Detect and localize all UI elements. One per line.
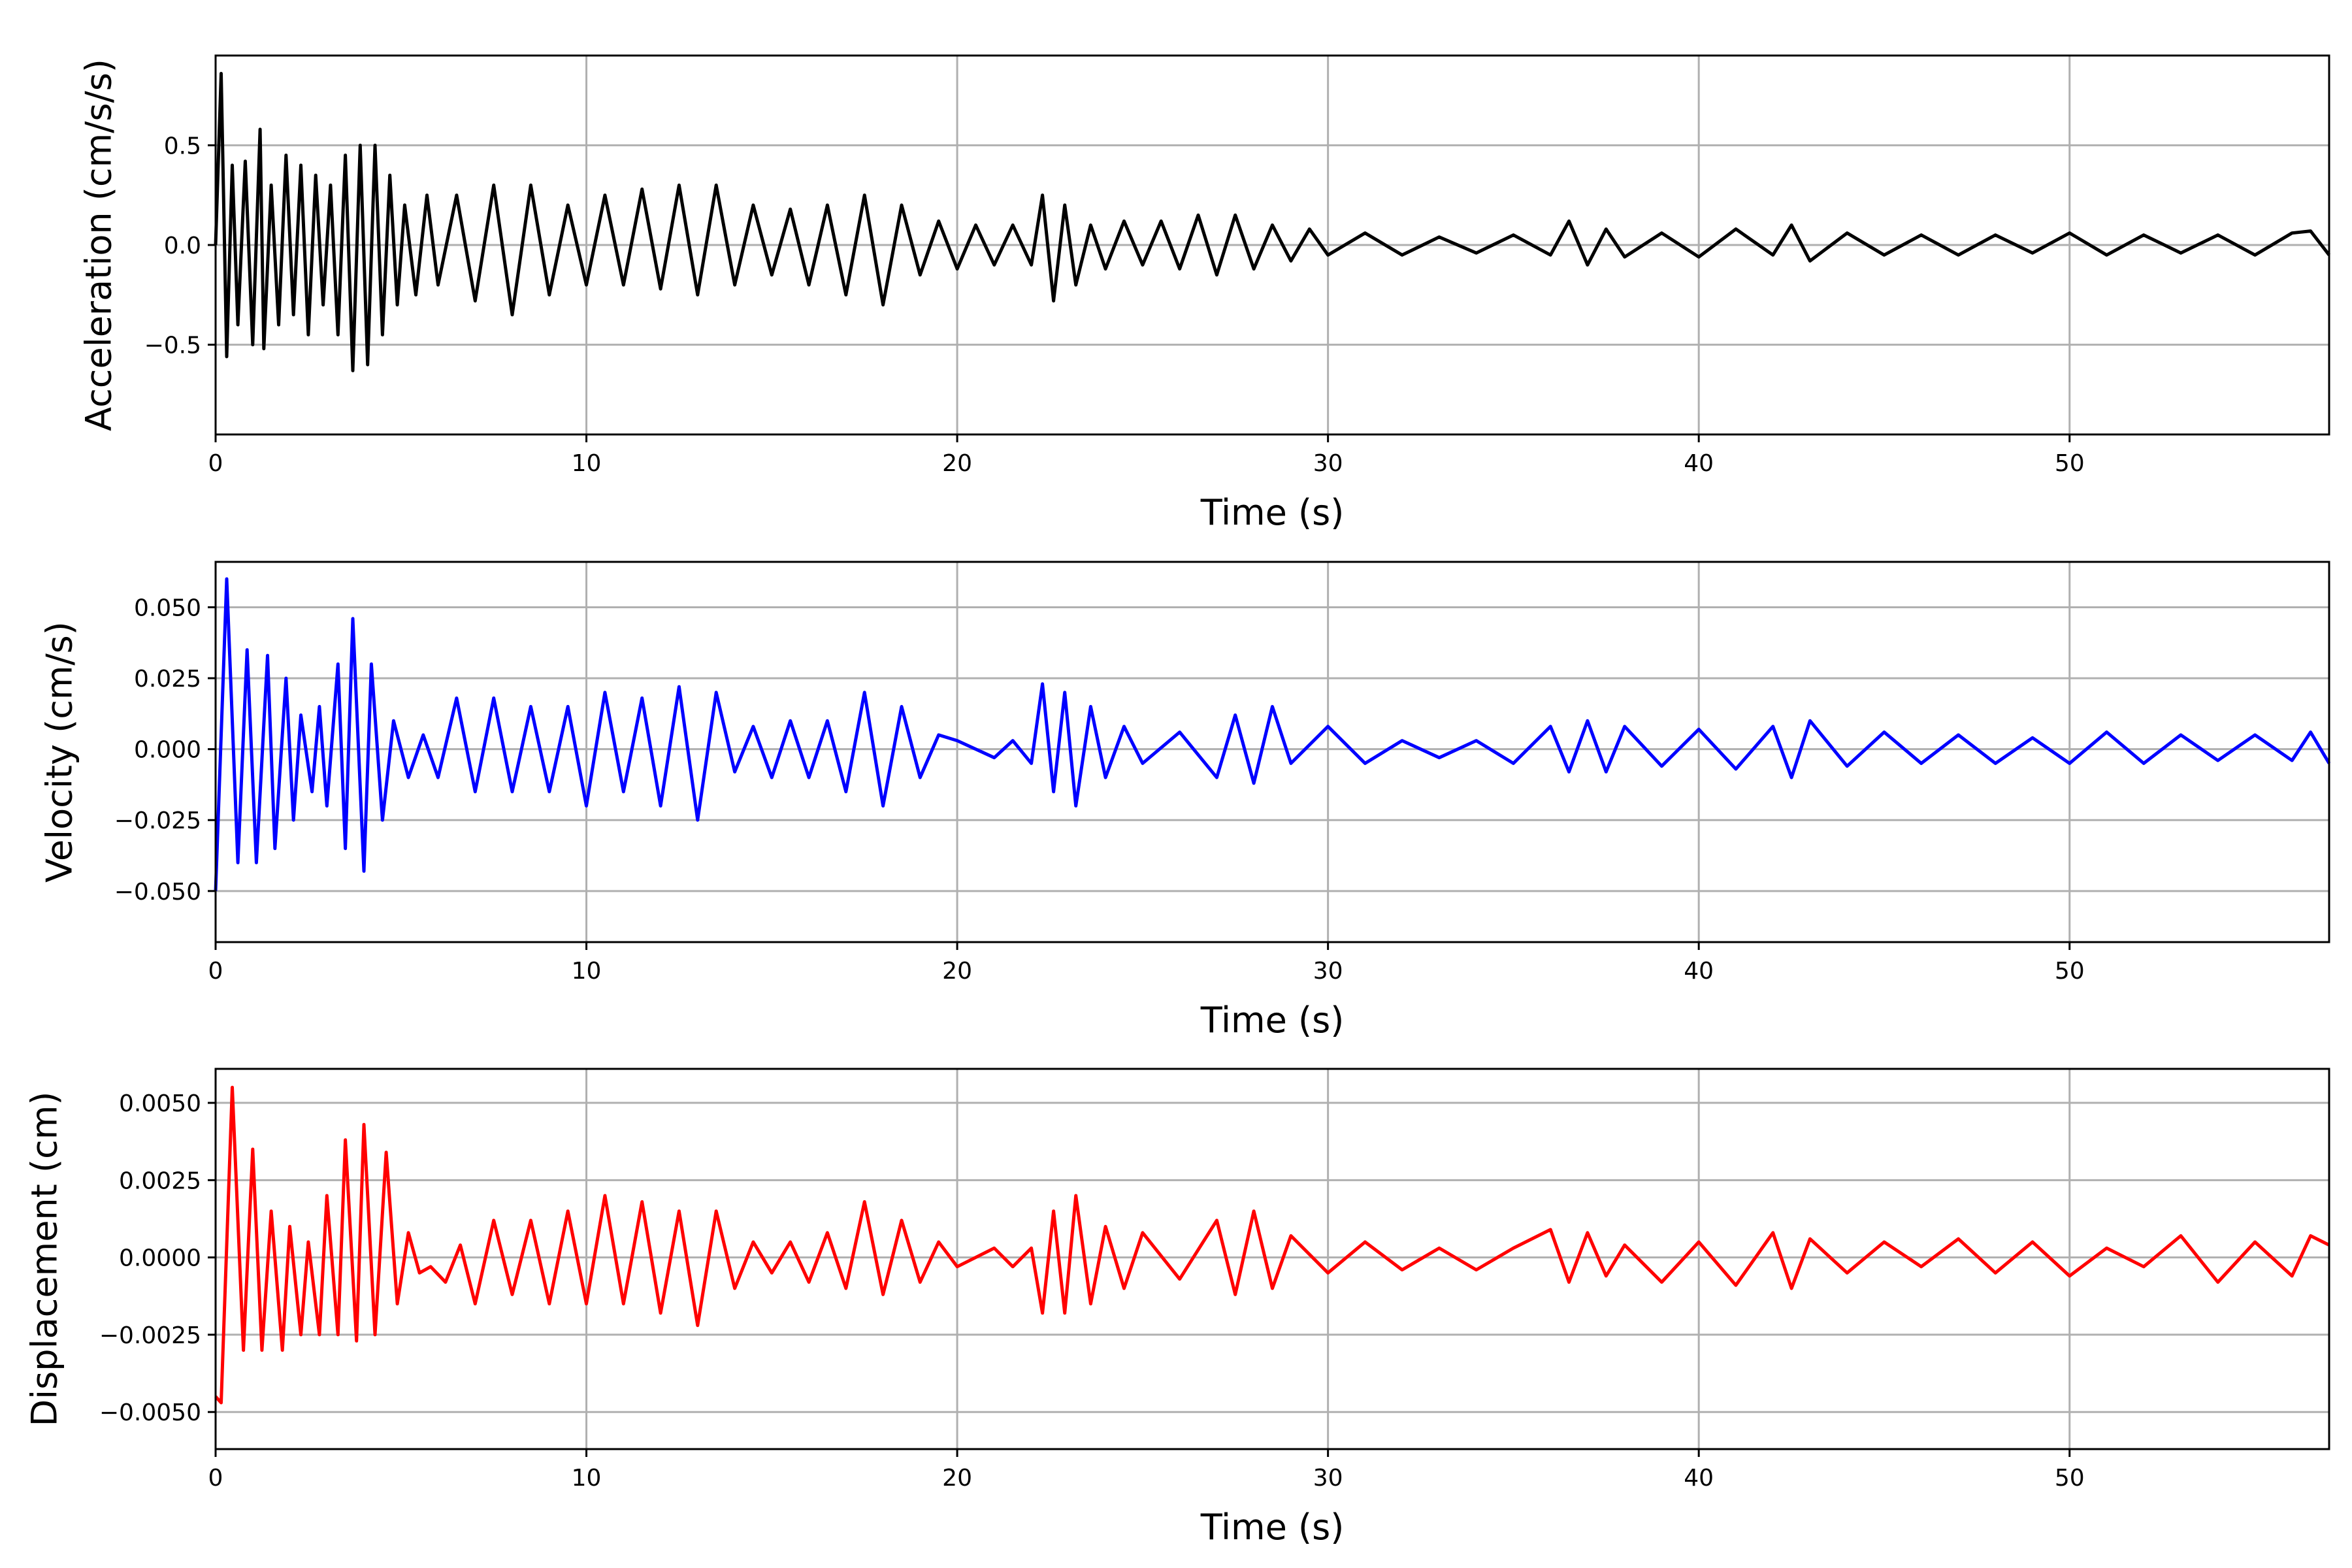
displacement-y-tick-label-1: −0.0025 (99, 1322, 201, 1349)
velocity-x-tick-label-2: 20 (942, 958, 972, 985)
velocity-series-line-0 (214, 577, 2331, 891)
acceleration-x-axis-label: Time (s) (1200, 492, 1345, 533)
velocity-y-tick-label-0: −0.050 (114, 879, 201, 906)
acceleration-x-tick-label-1: 10 (572, 450, 602, 477)
velocity-y-axis-label: Velocity (cm/s) (39, 621, 80, 883)
acceleration-series (214, 72, 2330, 372)
displacement-y-tick-label-3: 0.0025 (119, 1168, 201, 1194)
velocity-ticks: 0 10 20 30 40 50 −0.050 −0.025 0.000 0.025 0.050 (114, 595, 2085, 985)
acceleration-y-tick-label-1: 0.0 (164, 233, 201, 259)
displacement-x-tick-label-0: 0 (208, 1465, 223, 1492)
velocity-x-tick-label-1: 10 (572, 958, 602, 985)
displacement-x-tick-label-4: 40 (1684, 1465, 1714, 1492)
velocity-y-tick-label-4: 0.050 (134, 595, 201, 621)
velocity-y-tick-label-2: 0.000 (134, 737, 201, 764)
displacement-x-tick-label-2: 20 (942, 1465, 972, 1492)
acceleration-series-line-0 (214, 72, 2330, 372)
velocity-axes-frame (214, 561, 2330, 943)
acceleration-grid (214, 56, 2329, 434)
velocity-series (214, 577, 2331, 891)
acceleration-x-tick-label-3: 30 (1313, 450, 1343, 477)
acceleration-y-tick-label-0: −0.5 (144, 333, 201, 359)
velocity-x-axis-label: Time (s) (1200, 1000, 1345, 1041)
displacement-y-tick-label-4: 0.0050 (119, 1090, 201, 1117)
acceleration-ticks: 0 10 20 30 40 50 −0.5 0.0 0.5 (144, 133, 2085, 477)
velocity-x-tick-label-3: 30 (1313, 958, 1343, 985)
acceleration-y-tick-label-2: 0.5 (164, 133, 201, 159)
acceleration-x-tick-label-0: 0 (208, 450, 223, 477)
velocity-y-tick-label-3: 0.025 (134, 666, 201, 693)
displacement-y-tick-label-0: −0.0050 (99, 1399, 201, 1426)
displacement-x-axis-label: Time (s) (1200, 1507, 1345, 1548)
acceleration-y-axis-label: Acceleration (cm/s/s) (78, 59, 120, 431)
acceleration-x-tick-label-4: 40 (1684, 450, 1714, 477)
displacement-series-line-0 (214, 1085, 2330, 1405)
displacement-y-axis-label: Displacement (cm) (24, 1092, 65, 1427)
displacement-axes-frame (214, 1068, 2330, 1450)
acceleration-panel: 0 10 20 30 40 50 −0.5 0.0 0.5 Time (s) Accelerat… (78, 54, 2330, 533)
displacement-x-tick-label-3: 30 (1313, 1465, 1343, 1492)
velocity-x-tick-label-5: 50 (2055, 958, 2085, 985)
displacement-panel: 0 10 20 30 40 50 −0.0050 −0.0025 0.0000 0.0025 0.0… (24, 1068, 2330, 1548)
displacement-ticks: 0 10 20 30 40 50 −0.0050 −0.0025 0.0000 0.0025 0.0… (99, 1090, 2085, 1492)
displacement-y-tick-label-2: 0.0000 (119, 1245, 201, 1272)
displacement-x-tick-label-5: 50 (2055, 1465, 2085, 1492)
acceleration-x-tick-label-5: 50 (2055, 450, 2085, 477)
displacement-series (214, 1085, 2330, 1405)
displacement-x-tick-label-1: 10 (572, 1465, 602, 1492)
acceleration-x-tick-label-2: 20 (942, 450, 972, 477)
velocity-y-tick-label-1: −0.025 (114, 808, 201, 834)
velocity-x-tick-label-4: 40 (1684, 958, 1714, 985)
velocity-x-tick-label-0: 0 (208, 958, 223, 985)
velocity-panel: 0 10 20 30 40 50 −0.050 −0.025 0.000 0.025 0.050 T… (39, 561, 2331, 1041)
